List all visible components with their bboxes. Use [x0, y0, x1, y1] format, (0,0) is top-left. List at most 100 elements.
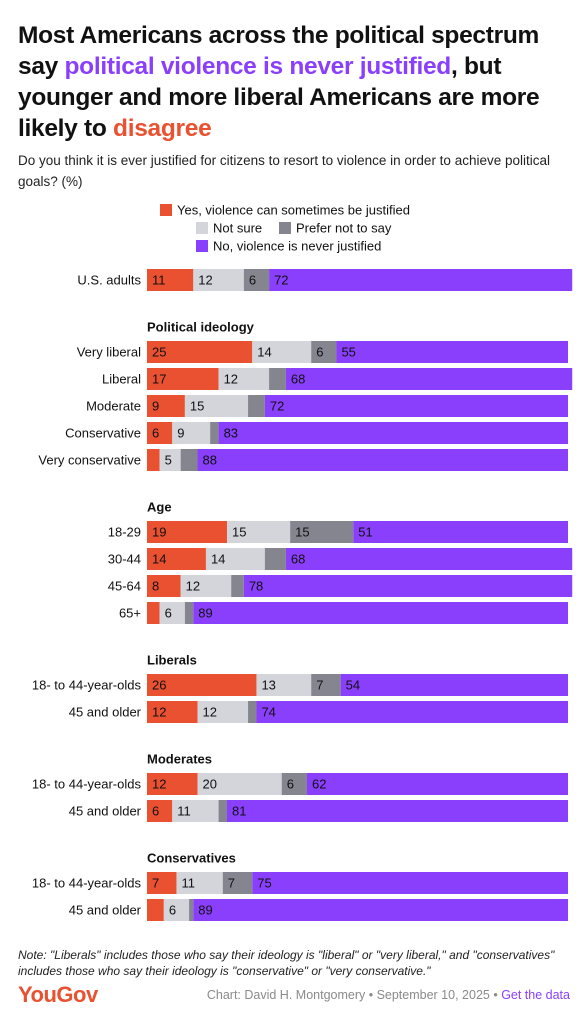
group-heading: Liberals: [147, 653, 197, 668]
bar-segment: [184, 602, 194, 624]
value-label: 12: [203, 705, 217, 720]
row-label: Very liberal: [77, 345, 141, 360]
value-label: 26: [152, 678, 166, 693]
bar-segment: [197, 449, 568, 471]
bar-segment: [248, 701, 257, 723]
row-label: 30-44: [108, 552, 141, 567]
value-label: 81: [232, 804, 246, 819]
value-label: 6: [152, 426, 159, 441]
bar-segment: [147, 395, 185, 417]
bar-segment: [147, 575, 181, 597]
bar-segment: [147, 341, 253, 363]
bar-segment: [180, 575, 232, 597]
bar-segment: [222, 872, 253, 894]
value-label: 6: [316, 345, 323, 360]
row-label: 18- to 44-year-olds: [32, 678, 142, 693]
footer: Chart: David H. Montgomery • September 1…: [207, 988, 570, 1002]
bar-segment: [184, 395, 249, 417]
value-label: 6: [165, 606, 172, 621]
value-label: 12: [224, 372, 238, 387]
bar-segment: [264, 548, 286, 570]
note: Note: "Liberals" includes those who say …: [18, 948, 555, 978]
row-label: 45 and older: [69, 804, 142, 819]
bar-segment: [147, 368, 219, 390]
value-label: 68: [291, 552, 305, 567]
value-label: 51: [358, 525, 372, 540]
value-label: 15: [232, 525, 246, 540]
value-label: 14: [257, 345, 271, 360]
bar-segment: [243, 269, 270, 291]
bar-segment: [159, 602, 185, 624]
value-label: 62: [312, 777, 326, 792]
legend-swatch: [196, 222, 208, 234]
brand-logo: YouGov: [18, 982, 98, 1007]
value-label: 89: [198, 606, 212, 621]
bar-segment: [197, 773, 282, 795]
value-label: 9: [177, 426, 184, 441]
chart-title: Most Americans across the political spec…: [18, 20, 578, 144]
value-label: 6: [169, 903, 176, 918]
group-heading: Conservatives: [147, 851, 236, 866]
value-label: 83: [224, 426, 238, 441]
value-label: 25: [152, 345, 166, 360]
bar-segment: [231, 575, 244, 597]
bar-segment: [205, 548, 265, 570]
row-label: Conservative: [65, 426, 141, 441]
bar-segment: [256, 674, 312, 696]
bar-segment: [189, 899, 194, 921]
value-label: 15: [295, 525, 309, 540]
value-label: 68: [291, 372, 305, 387]
row-label: 18-29: [108, 525, 141, 540]
row-label: Very conservative: [38, 453, 141, 468]
value-label: 7: [152, 876, 159, 891]
group-heading: Age: [147, 500, 172, 515]
value-label: 12: [186, 579, 200, 594]
title-part: disagree: [113, 115, 212, 142]
bar-segment: [311, 674, 341, 696]
bar-segment: [193, 269, 244, 291]
row-label: 18- to 44-year-olds: [32, 777, 142, 792]
bar-segment: [147, 701, 198, 723]
value-label: 11: [181, 876, 195, 891]
bar-segment: [197, 701, 249, 723]
bar-segment: [218, 368, 270, 390]
bar-segment: [163, 899, 190, 921]
bar-segment: [147, 422, 173, 444]
value-label: 13: [261, 678, 275, 693]
group-heading: Political ideology: [147, 320, 255, 335]
data-link[interactable]: Get the data: [501, 988, 570, 1002]
bar-segment: [311, 341, 337, 363]
bar-segment: [147, 548, 206, 570]
bar-segment: [180, 449, 198, 471]
legend-label: Prefer not to say: [296, 221, 392, 236]
title-part: , but younger and more liberal Americans…: [18, 53, 540, 142]
bar-segment: [243, 575, 573, 597]
bar-segment: [147, 899, 164, 921]
value-label: 72: [274, 273, 288, 288]
value-label: 12: [152, 705, 166, 720]
bar-segment: [285, 548, 573, 570]
value-label: 14: [211, 552, 225, 567]
legend-label: Yes, violence can sometimes be justified: [177, 203, 410, 218]
bar-segment: [226, 800, 569, 822]
bar-segment: [226, 521, 291, 543]
bar-segment: [147, 449, 160, 471]
value-label: 6: [152, 804, 159, 819]
value-label: 74: [261, 705, 275, 720]
bar-segment: [269, 269, 573, 291]
group-heading: Moderates: [147, 752, 212, 767]
legend-swatch: [279, 222, 291, 234]
value-label: 89: [198, 903, 212, 918]
bar-segment: [147, 602, 160, 624]
value-label: 15: [190, 399, 204, 414]
title-part: Most Americans across the political spec…: [18, 22, 539, 80]
row-label: 65+: [119, 606, 141, 621]
bar-segment: [147, 800, 173, 822]
row-label: 45 and older: [69, 903, 142, 918]
legend-label: No, violence is never justified: [213, 239, 381, 254]
bar-segment: [176, 872, 223, 894]
value-label: 14: [152, 552, 166, 567]
value-label: 8: [152, 579, 159, 594]
value-label: 6: [287, 777, 294, 792]
